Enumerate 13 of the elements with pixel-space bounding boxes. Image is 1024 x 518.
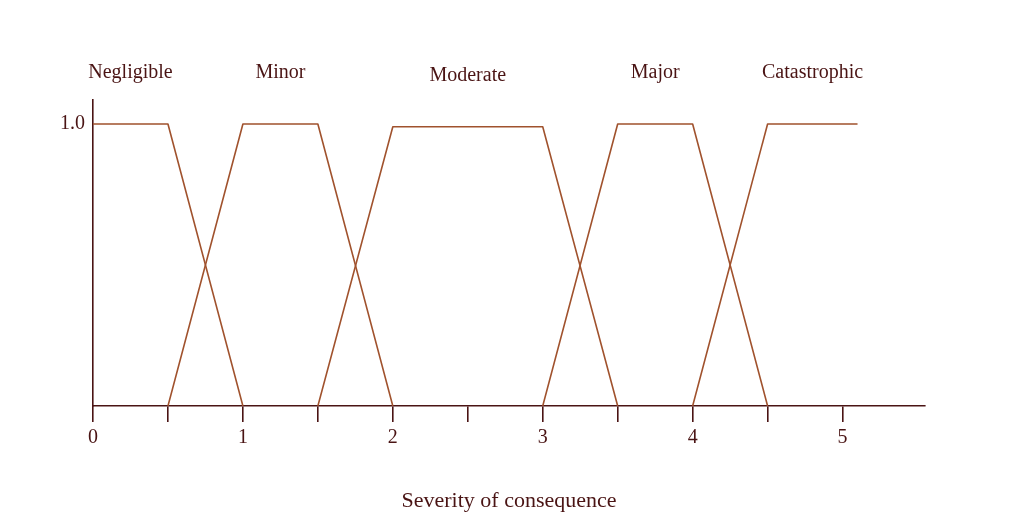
x-tick-label: 1 bbox=[237, 425, 248, 448]
x-tick-label: 2 bbox=[387, 425, 398, 448]
text: Catastrophic bbox=[762, 59, 864, 83]
x-axis-title: Severity of consequence bbox=[401, 486, 617, 512]
x-tick-label: 3 bbox=[537, 425, 548, 448]
text: Minor bbox=[255, 59, 306, 82]
text: Negligible bbox=[88, 59, 173, 83]
x-tick-label: 4 bbox=[687, 425, 698, 448]
text: Moderate bbox=[429, 62, 507, 85]
text: 1.0 bbox=[60, 111, 85, 134]
x-tick-label: 0 bbox=[88, 425, 98, 448]
x-tick-label: 5 bbox=[837, 425, 848, 448]
text: Major bbox=[630, 59, 680, 83]
